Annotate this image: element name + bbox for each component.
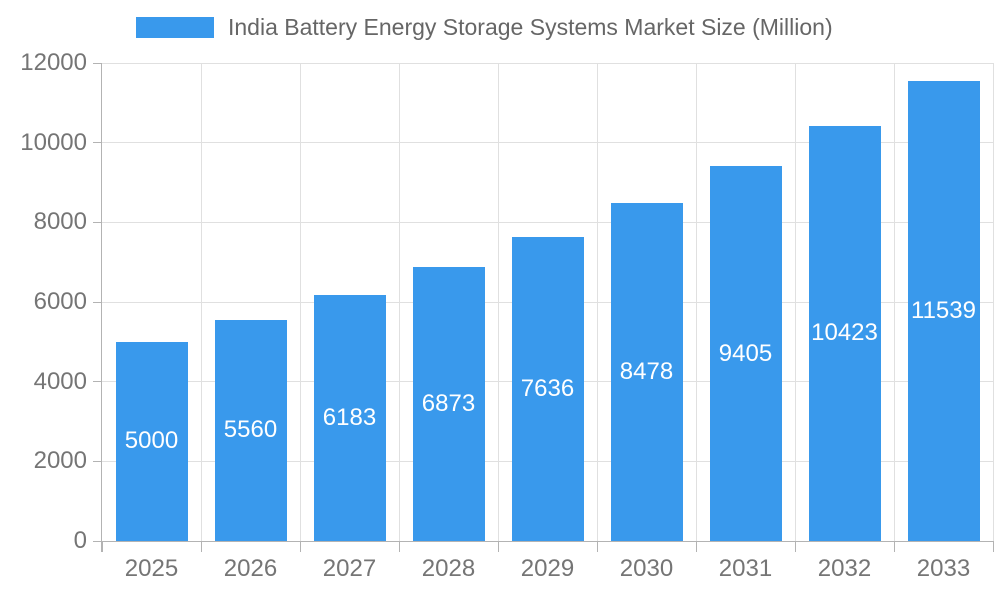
y-tick-label: 10000 <box>20 128 87 156</box>
v-gridline <box>893 63 895 541</box>
y-axis-line <box>101 63 102 552</box>
x-tick-label: 2026 <box>223 555 278 582</box>
v-gridline <box>497 63 499 541</box>
x-axis-tick <box>596 541 598 552</box>
bar <box>808 125 881 541</box>
v-gridline <box>992 63 994 541</box>
v-gridline <box>299 63 301 541</box>
y-axis-tick <box>93 62 102 64</box>
y-axis-tick <box>93 221 102 223</box>
bar <box>412 267 485 541</box>
x-axis-tick <box>101 541 103 552</box>
bar <box>313 294 386 541</box>
x-axis-tick <box>695 541 697 552</box>
h-gridline <box>102 142 993 144</box>
y-axis-tick <box>93 301 102 303</box>
bar <box>115 341 188 541</box>
x-axis-tick <box>299 541 301 552</box>
x-axis-tick <box>992 541 994 552</box>
legend-item[interactable]: India Battery Energy Storage Systems Mar… <box>136 14 833 41</box>
y-axis-tick <box>93 142 102 144</box>
bar-value-label: 9405 <box>718 339 773 367</box>
v-gridline <box>794 63 796 541</box>
x-tick-label: 2028 <box>421 555 476 582</box>
x-tick-label: 2032 <box>817 555 872 582</box>
h-gridline <box>102 221 993 223</box>
h-gridline <box>102 62 993 64</box>
x-axis-line <box>93 540 993 542</box>
x-axis-tick <box>497 541 499 552</box>
y-axis-tick <box>93 540 102 542</box>
y-tick-label: 0 <box>73 527 87 554</box>
x-tick-label: 2029 <box>520 555 575 582</box>
y-tick-label: 8000 <box>33 208 87 236</box>
bar-value-label: 5560 <box>223 416 278 444</box>
x-axis-tick <box>398 541 400 552</box>
legend-label: India Battery Energy Storage Systems Mar… <box>228 14 833 40</box>
bar <box>709 166 782 541</box>
y-tick-label: 6000 <box>33 288 87 315</box>
y-axis-tick <box>93 460 102 462</box>
bar <box>214 319 287 541</box>
x-axis-tick <box>794 541 796 552</box>
bar-value-label: 11539 <box>911 297 976 325</box>
bar <box>907 81 980 541</box>
y-tick-label: 2000 <box>33 447 87 475</box>
bar-value-label: 7636 <box>520 374 575 402</box>
x-tick-label: 2025 <box>124 555 179 582</box>
bar <box>610 203 683 541</box>
x-tick-label: 2031 <box>718 555 773 582</box>
y-tick-label: 12000 <box>20 49 87 76</box>
v-gridline <box>200 63 202 541</box>
y-tick-label: 4000 <box>33 367 87 395</box>
bar-value-label: 6873 <box>421 390 476 418</box>
x-axis-tick <box>893 541 895 552</box>
x-tick-label: 2030 <box>619 555 674 582</box>
v-gridline <box>398 63 400 541</box>
v-gridline <box>596 63 598 541</box>
y-axis-tick <box>93 381 102 383</box>
bar-value-label: 5000 <box>124 427 179 455</box>
x-axis-tick <box>200 541 202 552</box>
x-tick-label: 2027 <box>322 555 377 582</box>
bar-value-label: 8478 <box>619 358 674 386</box>
bar-value-label: 10423 <box>811 319 878 347</box>
v-gridline <box>695 63 697 541</box>
bar <box>511 236 584 541</box>
bar-value-label: 6183 <box>322 403 377 431</box>
x-tick-label: 2033 <box>916 555 971 582</box>
legend-color-swatch <box>136 17 214 38</box>
